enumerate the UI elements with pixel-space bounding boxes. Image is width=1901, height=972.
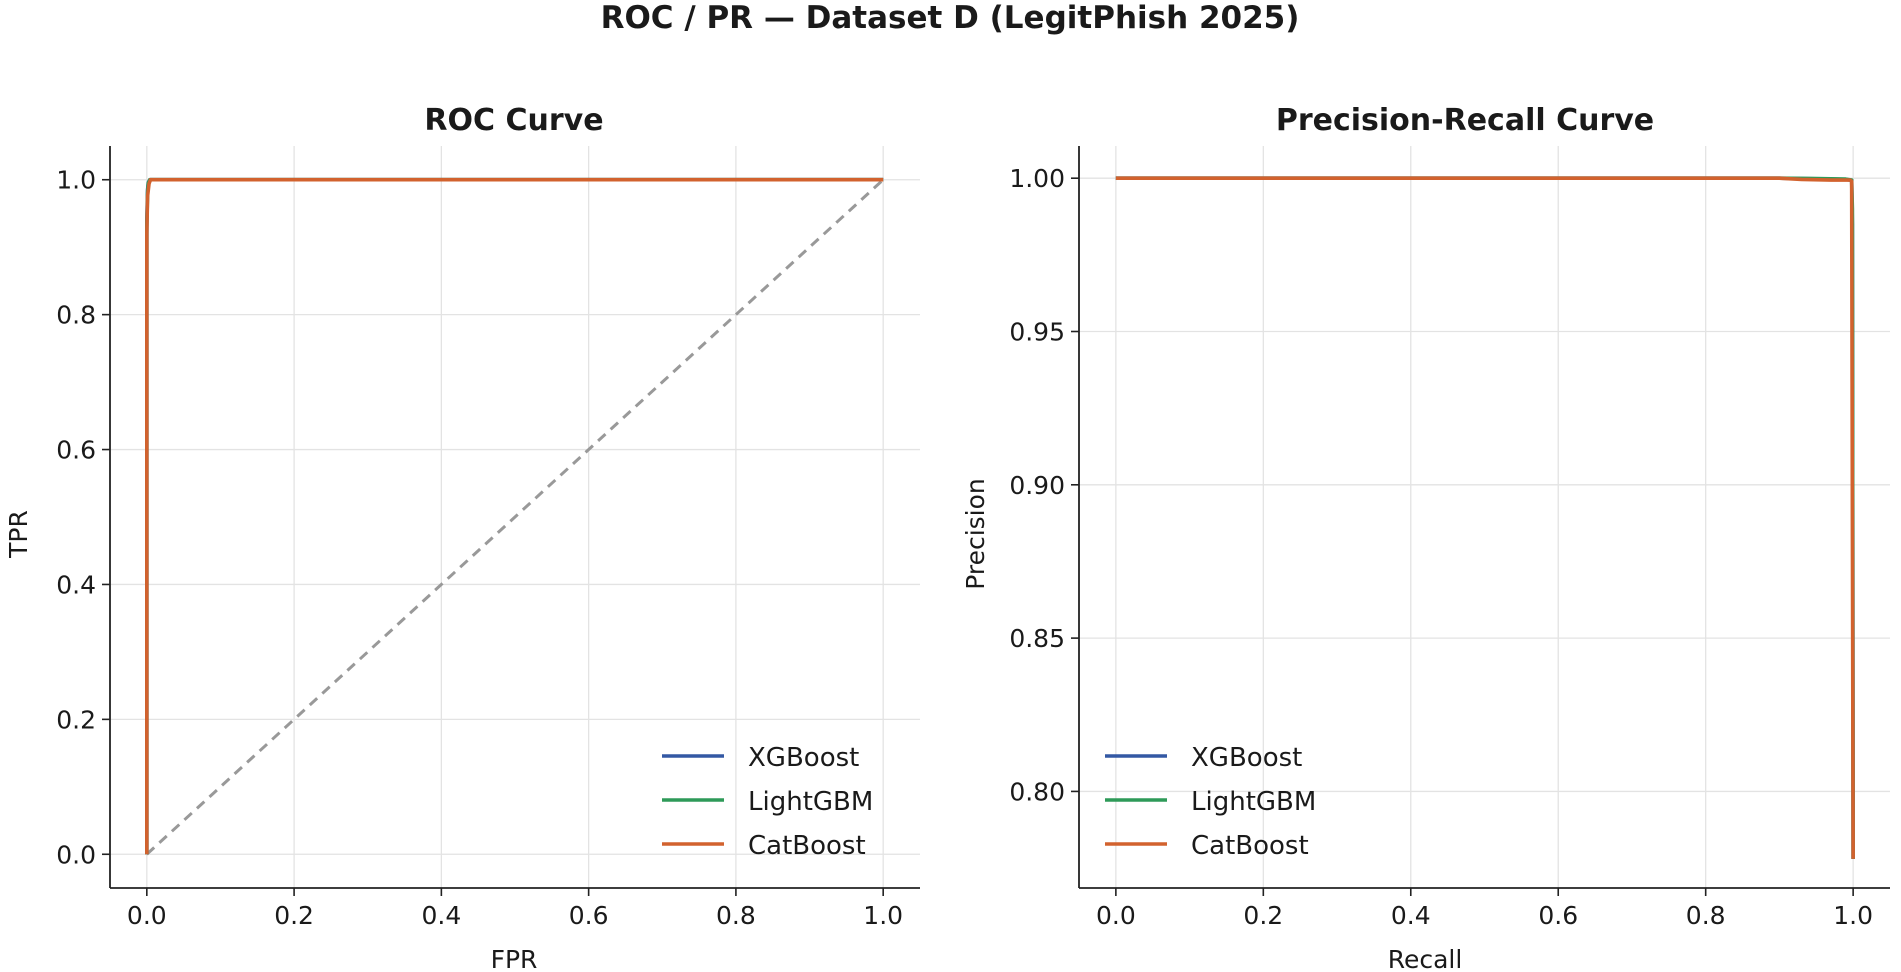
roc-series-catboost xyxy=(145,177,884,855)
pr-ytick-label: 0.95 xyxy=(1009,318,1065,347)
pr-xtick-label: 0.6 xyxy=(1538,901,1578,930)
pr-legend-label-lightgbm: LightGBM xyxy=(1191,787,1316,817)
pr-title: Precision-Recall Curve xyxy=(1276,103,1654,138)
pr-xlabel: Recall xyxy=(1388,945,1463,972)
roc-legend: XGBoost LightGBM CatBoost xyxy=(662,743,873,861)
pr-ytick-label: 0.80 xyxy=(1009,777,1065,806)
pr-legend-label-xgboost: XGBoost xyxy=(1191,743,1302,773)
pr-panel: Precision-Recall Curve Recall Precision … xyxy=(961,103,1890,972)
pr-xtick-label: 0.2 xyxy=(1243,901,1283,930)
pr-legend-label-catboost: CatBoost xyxy=(1191,831,1309,861)
pr-xtick-label: 0.8 xyxy=(1686,901,1726,930)
roc-title: ROC Curve xyxy=(424,103,603,138)
roc-ytick-label: 0.4 xyxy=(56,570,96,599)
roc-ylabel: TPR xyxy=(4,510,33,559)
pr-series-catboost xyxy=(1115,176,1855,859)
roc-legend-label-catboost: CatBoost xyxy=(748,831,866,861)
roc-ytick-label: 0.6 xyxy=(56,436,96,465)
pr-xtick-label: 0.4 xyxy=(1391,901,1431,930)
pr-xtick-label: 1.0 xyxy=(1833,901,1873,930)
roc-legend-label-xgboost: XGBoost xyxy=(748,743,859,773)
roc-ytick-label: 0.8 xyxy=(56,301,96,330)
roc-xtick-label: 0.8 xyxy=(716,901,756,930)
roc-legend-label-lightgbm: LightGBM xyxy=(748,787,873,817)
roc-xtick-label: 0.2 xyxy=(274,901,314,930)
pr-legend: XGBoost LightGBM CatBoost xyxy=(1105,743,1316,861)
pr-ytick-label: 0.85 xyxy=(1009,624,1065,653)
roc-xlabel: FPR xyxy=(491,945,538,972)
roc-ytick-label: 0.0 xyxy=(56,840,96,869)
roc-ytick-label: 1.0 xyxy=(56,166,96,195)
figure-title: ROC / PR — Dataset D (LegitPhish 2025) xyxy=(601,0,1300,36)
pr-ylabel: Precision xyxy=(961,478,990,590)
roc-xtick-label: 0.0 xyxy=(127,901,167,930)
roc-ytick-label: 0.2 xyxy=(56,705,96,734)
roc-panel: ROC Curve FPR TPR 0.0 0.2 0.4 0.6 0.8 1.0 0.0 0… xyxy=(4,103,920,972)
pr-xtick-label: 0.0 xyxy=(1096,901,1136,930)
roc-chance-line xyxy=(145,178,885,856)
pr-ytick-label: 1.00 xyxy=(1009,164,1065,193)
roc-xtick-label: 1.0 xyxy=(863,901,903,930)
pr-ytick-label: 0.90 xyxy=(1009,471,1065,500)
roc-xtick-label: 0.4 xyxy=(421,901,461,930)
pr-grid xyxy=(1079,146,1890,888)
roc-xtick-label: 0.6 xyxy=(569,901,609,930)
